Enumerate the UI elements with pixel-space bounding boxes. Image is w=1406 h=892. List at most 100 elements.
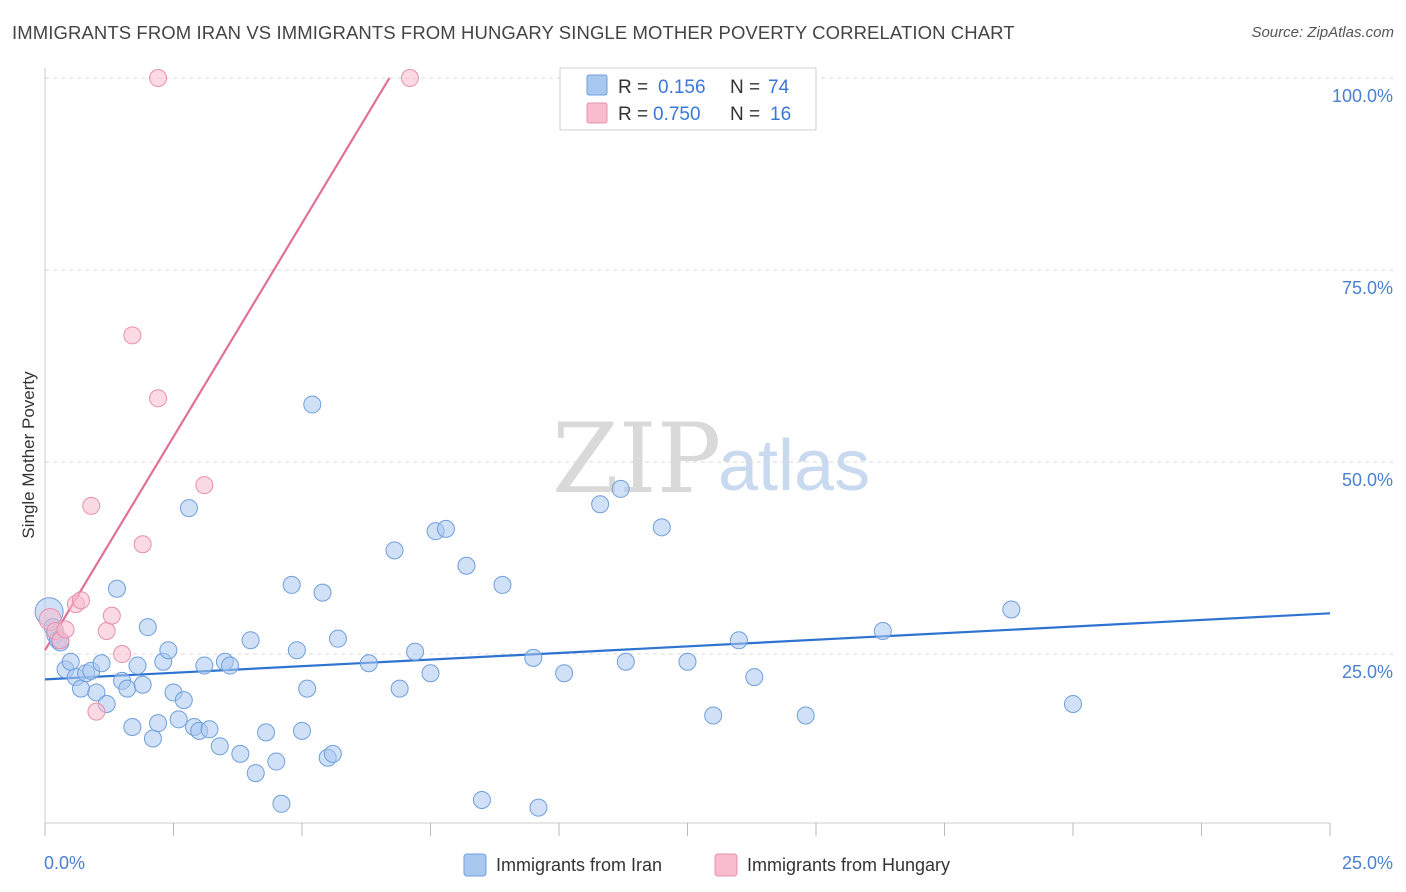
point-iran	[313, 583, 332, 602]
point-hungary	[113, 645, 132, 664]
point-iran	[128, 656, 147, 675]
point-iran	[293, 721, 311, 740]
legend-r-label-hungary: R =	[618, 104, 648, 125]
point-iran	[138, 618, 157, 637]
point-iran	[241, 631, 260, 650]
stats-legend: R = 0.156 N = 74 R = 0.750 N = 16	[559, 67, 817, 131]
point-hungary	[56, 620, 75, 639]
gridlines	[45, 77, 1395, 655]
point-iran	[159, 641, 178, 660]
point-iran	[323, 744, 342, 763]
legend-n-label-iran: N =	[730, 77, 760, 98]
series-legend: Immigrants from Iran Immigrants from Hun…	[463, 853, 950, 877]
point-hungary	[195, 476, 214, 495]
point-iran	[149, 714, 168, 733]
legend-r-label-iran: R =	[618, 77, 648, 98]
watermark-zip: ZIP	[552, 403, 721, 515]
point-iran	[390, 679, 409, 698]
point-iran	[287, 641, 306, 660]
point-hungary	[71, 591, 90, 610]
axes	[44, 68, 1331, 836]
point-iran	[678, 652, 697, 671]
point-iran	[421, 664, 440, 683]
point-iran	[796, 706, 815, 725]
point-iran	[118, 679, 137, 698]
point-iran	[195, 656, 214, 675]
point-iran	[169, 710, 188, 729]
point-iran	[457, 556, 476, 575]
point-iran	[257, 723, 276, 742]
point-iran	[133, 675, 152, 694]
point-iran	[493, 575, 512, 594]
point-iran	[616, 652, 635, 671]
point-iran	[282, 575, 301, 594]
point-iran	[107, 579, 126, 598]
y-axis-title: Single Mother Poverty	[19, 371, 38, 539]
x-tick-label-min: 0.0%	[44, 853, 85, 873]
point-iran	[328, 629, 347, 648]
x-tick-labels: 0.0% 25.0%	[44, 853, 1393, 873]
point-iran	[179, 499, 198, 518]
point-hungary	[123, 326, 142, 345]
series-legend-label-iran: Immigrants from Iran	[496, 855, 662, 875]
y-tick-labels: 25.0% 50.0% 75.0% 100.0%	[1332, 86, 1393, 682]
y-tick-label: 25.0%	[1342, 662, 1393, 682]
x-tick-label-max: 25.0%	[1342, 853, 1393, 873]
point-iran	[529, 798, 548, 817]
point-iran	[231, 744, 250, 763]
point-iran	[143, 729, 162, 748]
point-iran	[873, 622, 892, 640]
point-hungary	[97, 622, 116, 640]
data-points	[34, 69, 1082, 817]
point-iran	[92, 654, 111, 673]
trend-line-hungary	[44, 77, 391, 651]
legend-n-label-hungary: N =	[730, 104, 760, 125]
trend-lines	[44, 77, 1331, 681]
point-hungary	[102, 606, 121, 625]
legend-swatch-hungary	[586, 102, 608, 124]
legend-r-value-hungary: 0.750	[653, 104, 701, 125]
legend-swatch-iran	[586, 74, 608, 96]
series-legend-label-hungary: Immigrants from Hungary	[747, 855, 950, 875]
point-iran	[745, 668, 764, 687]
point-hungary	[87, 702, 106, 721]
point-iran	[359, 654, 378, 673]
trend-line-iran	[44, 612, 1331, 681]
legend-n-value-hungary: 16	[770, 104, 791, 125]
point-iran	[436, 519, 455, 538]
point-iran	[555, 664, 574, 683]
series-legend-swatch-hungary	[714, 853, 738, 877]
point-hungary	[82, 496, 101, 515]
y-tick-label: 50.0%	[1342, 470, 1393, 490]
point-hungary	[400, 69, 419, 88]
point-iran	[221, 656, 240, 675]
point-iran	[1002, 600, 1021, 619]
point-iran	[267, 752, 286, 771]
point-hungary	[133, 535, 152, 554]
point-iran	[200, 720, 219, 739]
legend-n-value-iran: 74	[768, 77, 790, 98]
y-tick-label: 75.0%	[1342, 278, 1393, 298]
point-iran	[652, 518, 671, 537]
point-iran	[246, 764, 265, 783]
watermark-atlas: atlas	[718, 426, 870, 506]
point-iran	[71, 679, 90, 698]
point-iran	[303, 395, 322, 414]
point-iran	[704, 706, 723, 725]
point-iran	[611, 479, 630, 498]
point-iran	[87, 683, 106, 702]
series-legend-swatch-iran	[463, 853, 487, 877]
source-credit: Source: ZipAtlas.com	[1251, 24, 1394, 41]
point-iran	[174, 691, 193, 710]
point-iran	[1064, 694, 1082, 713]
point-iran	[123, 718, 142, 736]
point-hungary	[149, 69, 168, 88]
point-iran	[385, 541, 404, 560]
point-iran	[272, 794, 291, 813]
y-tick-label: 100.0%	[1332, 86, 1393, 106]
point-iran	[61, 652, 80, 671]
point-iran	[524, 648, 543, 667]
chart-title: IMMIGRANTS FROM IRAN VS IMMIGRANTS FROM …	[12, 22, 1015, 43]
point-iran	[298, 679, 317, 698]
